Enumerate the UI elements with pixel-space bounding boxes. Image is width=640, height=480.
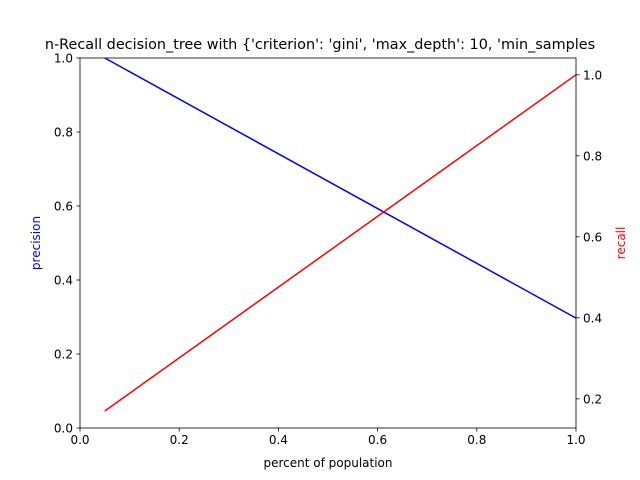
chart-title: n-Recall decision_tree with {'criterion'… xyxy=(45,37,595,53)
x-tick-label: 0.6 xyxy=(368,433,387,447)
y-right-tick-label: 0.4 xyxy=(583,311,602,325)
x-tick-label: 0.2 xyxy=(170,433,189,447)
x-tick-label: 0.8 xyxy=(467,433,486,447)
y-right-tick-label: 0.6 xyxy=(583,230,602,244)
y-axis-right-label: recall xyxy=(614,227,628,260)
x-axis-label: percent of population xyxy=(263,456,392,470)
y-left-tick-label: 0.0 xyxy=(54,422,73,436)
y-axis-left-label: precision xyxy=(29,216,43,270)
y-right-tick-label: 0.8 xyxy=(583,149,602,163)
x-tick-label: 1.0 xyxy=(566,433,585,447)
series-layer xyxy=(104,57,577,412)
y-right-tick-label: 0.2 xyxy=(583,392,602,406)
y-left-tick-label: 0.2 xyxy=(54,348,73,362)
ticks-layer: 0.0 0.2 0.4 0.6 0.8 1.0 0.0 0.2 0.4 0.6 0.8 1.0 0.2 0… xyxy=(54,52,602,448)
recall-series-line xyxy=(104,74,577,412)
precision-series-line xyxy=(104,57,577,319)
y-left-tick-label: 1.0 xyxy=(54,52,73,66)
y-left-tick-label: 0.4 xyxy=(54,274,73,288)
x-tick-label: 0.0 xyxy=(70,433,89,447)
x-tick-label: 0.4 xyxy=(269,433,288,447)
plot-frame xyxy=(79,57,577,429)
y-left-tick-label: 0.6 xyxy=(54,200,73,214)
y-left-tick-label: 0.8 xyxy=(54,126,73,140)
y-right-tick-label: 1.0 xyxy=(583,68,602,82)
